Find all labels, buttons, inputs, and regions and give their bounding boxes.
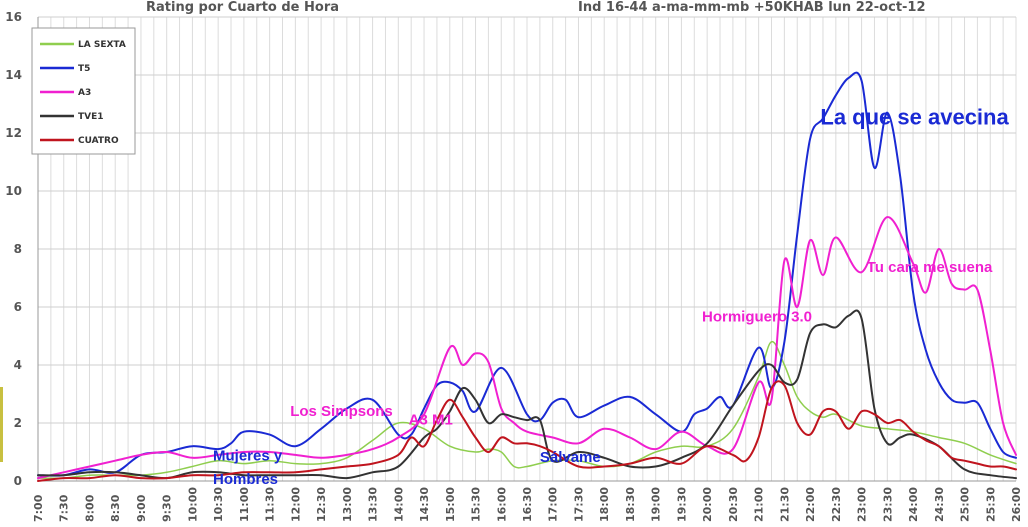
- legend: LA SEXTA T5 A3 TVE1 CUATRO: [31, 27, 136, 155]
- x-tick-label: 8:30: [109, 494, 122, 522]
- legend-label-a3: A3: [78, 88, 91, 98]
- x-tick-label: 16:00: [495, 487, 508, 522]
- x-tick-label: 18:30: [624, 487, 637, 522]
- legend-label-cuatro: CUATRO: [78, 136, 119, 146]
- y-tick-label: 2: [14, 416, 22, 430]
- annotations: La que se avecina Tu cara me suena Hormigu…: [213, 104, 1009, 488]
- x-tick-label: 19:00: [650, 487, 663, 522]
- y-tick-label: 6: [14, 300, 22, 314]
- x-tick-label: 24:30: [933, 487, 946, 522]
- legend-label-tve1: TVE1: [78, 112, 104, 122]
- legend-label-la-sexta: LA SEXTA: [78, 40, 126, 50]
- chart-title: Rating por Cuarto de Hora: [146, 0, 339, 15]
- x-tick-label: 11:00: [238, 487, 251, 522]
- x-tick-label: 16:30: [521, 487, 534, 522]
- x-tick-label: 9:00: [135, 494, 148, 522]
- x-tick-label: 25:30: [984, 487, 997, 522]
- annotation-label: Hormiguero 3.0: [702, 309, 812, 326]
- annotation-label: Tu cara me suena: [867, 259, 993, 276]
- y-tick-label: 16: [5, 10, 22, 24]
- x-tick-label: 10:00: [186, 487, 199, 522]
- x-tick-label: 13:30: [367, 487, 380, 522]
- x-tick-label: 7:00: [32, 494, 45, 522]
- x-tick-label: 12:00: [289, 487, 302, 522]
- x-axis-ticks: 7:00 7:30 8:00 8:30 9:00 9:30 10:00 10:30 11:00 1…: [32, 487, 1023, 522]
- x-tick-label: 18:00: [598, 487, 611, 522]
- x-tick-label: 19:30: [675, 487, 688, 522]
- x-tick-label: 21:30: [778, 487, 791, 522]
- y-axis-ticks: 0 2 4 6 8 10 12 14 16: [5, 10, 22, 488]
- x-tick-label: 24:00: [907, 487, 920, 522]
- series-line-a3: [37, 216, 1017, 480]
- annotation-label: Mujeres y: [213, 448, 283, 465]
- y-tick-label: 12: [5, 126, 22, 140]
- y-tick-label: 10: [5, 184, 22, 198]
- side-marker: [0, 387, 3, 462]
- annotation-label: Los Simpsons: [290, 403, 393, 420]
- x-tick-label: 14:30: [418, 487, 431, 522]
- x-tick-label: 7:30: [58, 494, 71, 522]
- x-tick-label: 13:00: [341, 487, 354, 522]
- x-tick-label: 22:00: [804, 487, 817, 522]
- x-tick-label: 20:00: [701, 487, 714, 522]
- x-tick-label: 8:00: [83, 494, 96, 522]
- annotation-label: A3 M1: [409, 411, 453, 428]
- x-tick-label: 14:00: [392, 487, 405, 522]
- x-tick-label: 20:30: [727, 487, 740, 522]
- y-tick-label: 0: [14, 474, 22, 488]
- x-tick-label: 25:00: [959, 487, 972, 522]
- x-tick-label: 9:30: [161, 494, 174, 522]
- series-lines: [37, 71, 1017, 482]
- annotation-label: Hombres: [213, 471, 278, 488]
- x-tick-label: 21:00: [753, 487, 766, 522]
- y-tick-label: 14: [5, 68, 22, 82]
- chart-subtitle: Ind 16-44 a-ma-mm-mb +50KHAB lun 22-oct-…: [578, 0, 926, 15]
- y-tick-label: 8: [14, 242, 22, 256]
- x-tick-label: 23:30: [881, 487, 894, 522]
- legend-label-t5: T5: [78, 64, 90, 74]
- series-line-la-sexta: [37, 341, 1017, 480]
- x-tick-label: 11:30: [264, 487, 277, 522]
- x-tick-label: 15:30: [470, 487, 483, 522]
- x-tick-label: 10:30: [212, 487, 225, 522]
- annotation-label: La que se avecina: [820, 104, 1009, 129]
- x-tick-label: 17:30: [572, 487, 585, 522]
- x-tick-label: 17:00: [547, 487, 560, 522]
- x-tick-label: 23:00: [856, 487, 869, 522]
- series-line-t5: [37, 71, 1017, 477]
- x-tick-label: 22:30: [830, 487, 843, 522]
- series-line-tve1: [37, 309, 1017, 480]
- annotation-label: Sálvame: [540, 449, 601, 466]
- series-line-cuatro: [37, 380, 1017, 482]
- x-tick-label: 26:00: [1010, 487, 1023, 522]
- y-tick-label: 4: [14, 358, 22, 372]
- x-tick-label: 15:00: [444, 487, 457, 522]
- x-tick-label: 12:30: [315, 487, 328, 522]
